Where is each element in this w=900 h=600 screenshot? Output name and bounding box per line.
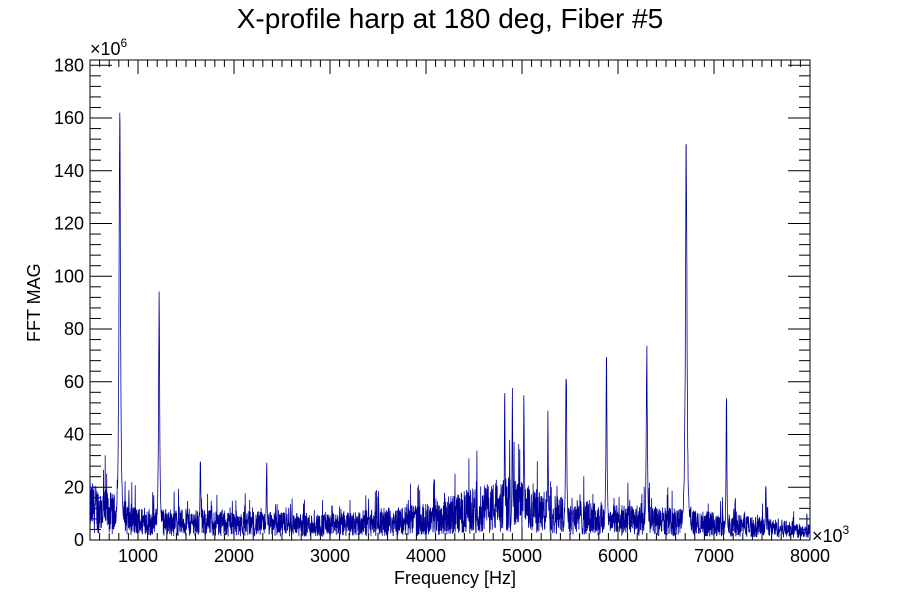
x-tick-label: 3000 — [310, 546, 350, 566]
chart-title: X-profile harp at 180 deg, Fiber #5 — [237, 3, 663, 34]
y-tick-label: 80 — [64, 319, 84, 339]
x-tick-label: 4000 — [406, 546, 446, 566]
y-multiplier: ×106 — [90, 36, 128, 59]
x-tick-label: 2000 — [214, 546, 254, 566]
fft-magnitude-series — [89, 112, 811, 538]
plot-frame — [89, 59, 811, 541]
x-tick-label: 6000 — [598, 546, 638, 566]
x-multiplier: ×103 — [812, 523, 850, 546]
y-tick-label: 0 — [74, 530, 84, 550]
y-axis-label: FFT MAG — [24, 263, 44, 342]
y-tick-label: 60 — [64, 372, 84, 392]
x-tick-label: 1000 — [118, 546, 158, 566]
y-tick-label: 180 — [54, 55, 84, 75]
y-tick-label: 20 — [64, 477, 84, 497]
y-tick-label: 120 — [54, 214, 84, 234]
y-tick-label: 160 — [54, 108, 84, 128]
y-tick-label: 100 — [54, 266, 84, 286]
y-tick-label: 40 — [64, 425, 84, 445]
x-tick-label: 5000 — [502, 546, 542, 566]
x-axis-label: Frequency [Hz] — [394, 568, 516, 588]
y-tick-label: 140 — [54, 161, 84, 181]
x-tick-label: 8000 — [790, 546, 830, 566]
x-tick-label: 7000 — [694, 546, 734, 566]
axis-ticks — [89, 60, 811, 541]
tick-labels: 1000 2000 3000 4000 5000 6000 7000 8000 0 20 40 60 8… — [54, 55, 830, 566]
